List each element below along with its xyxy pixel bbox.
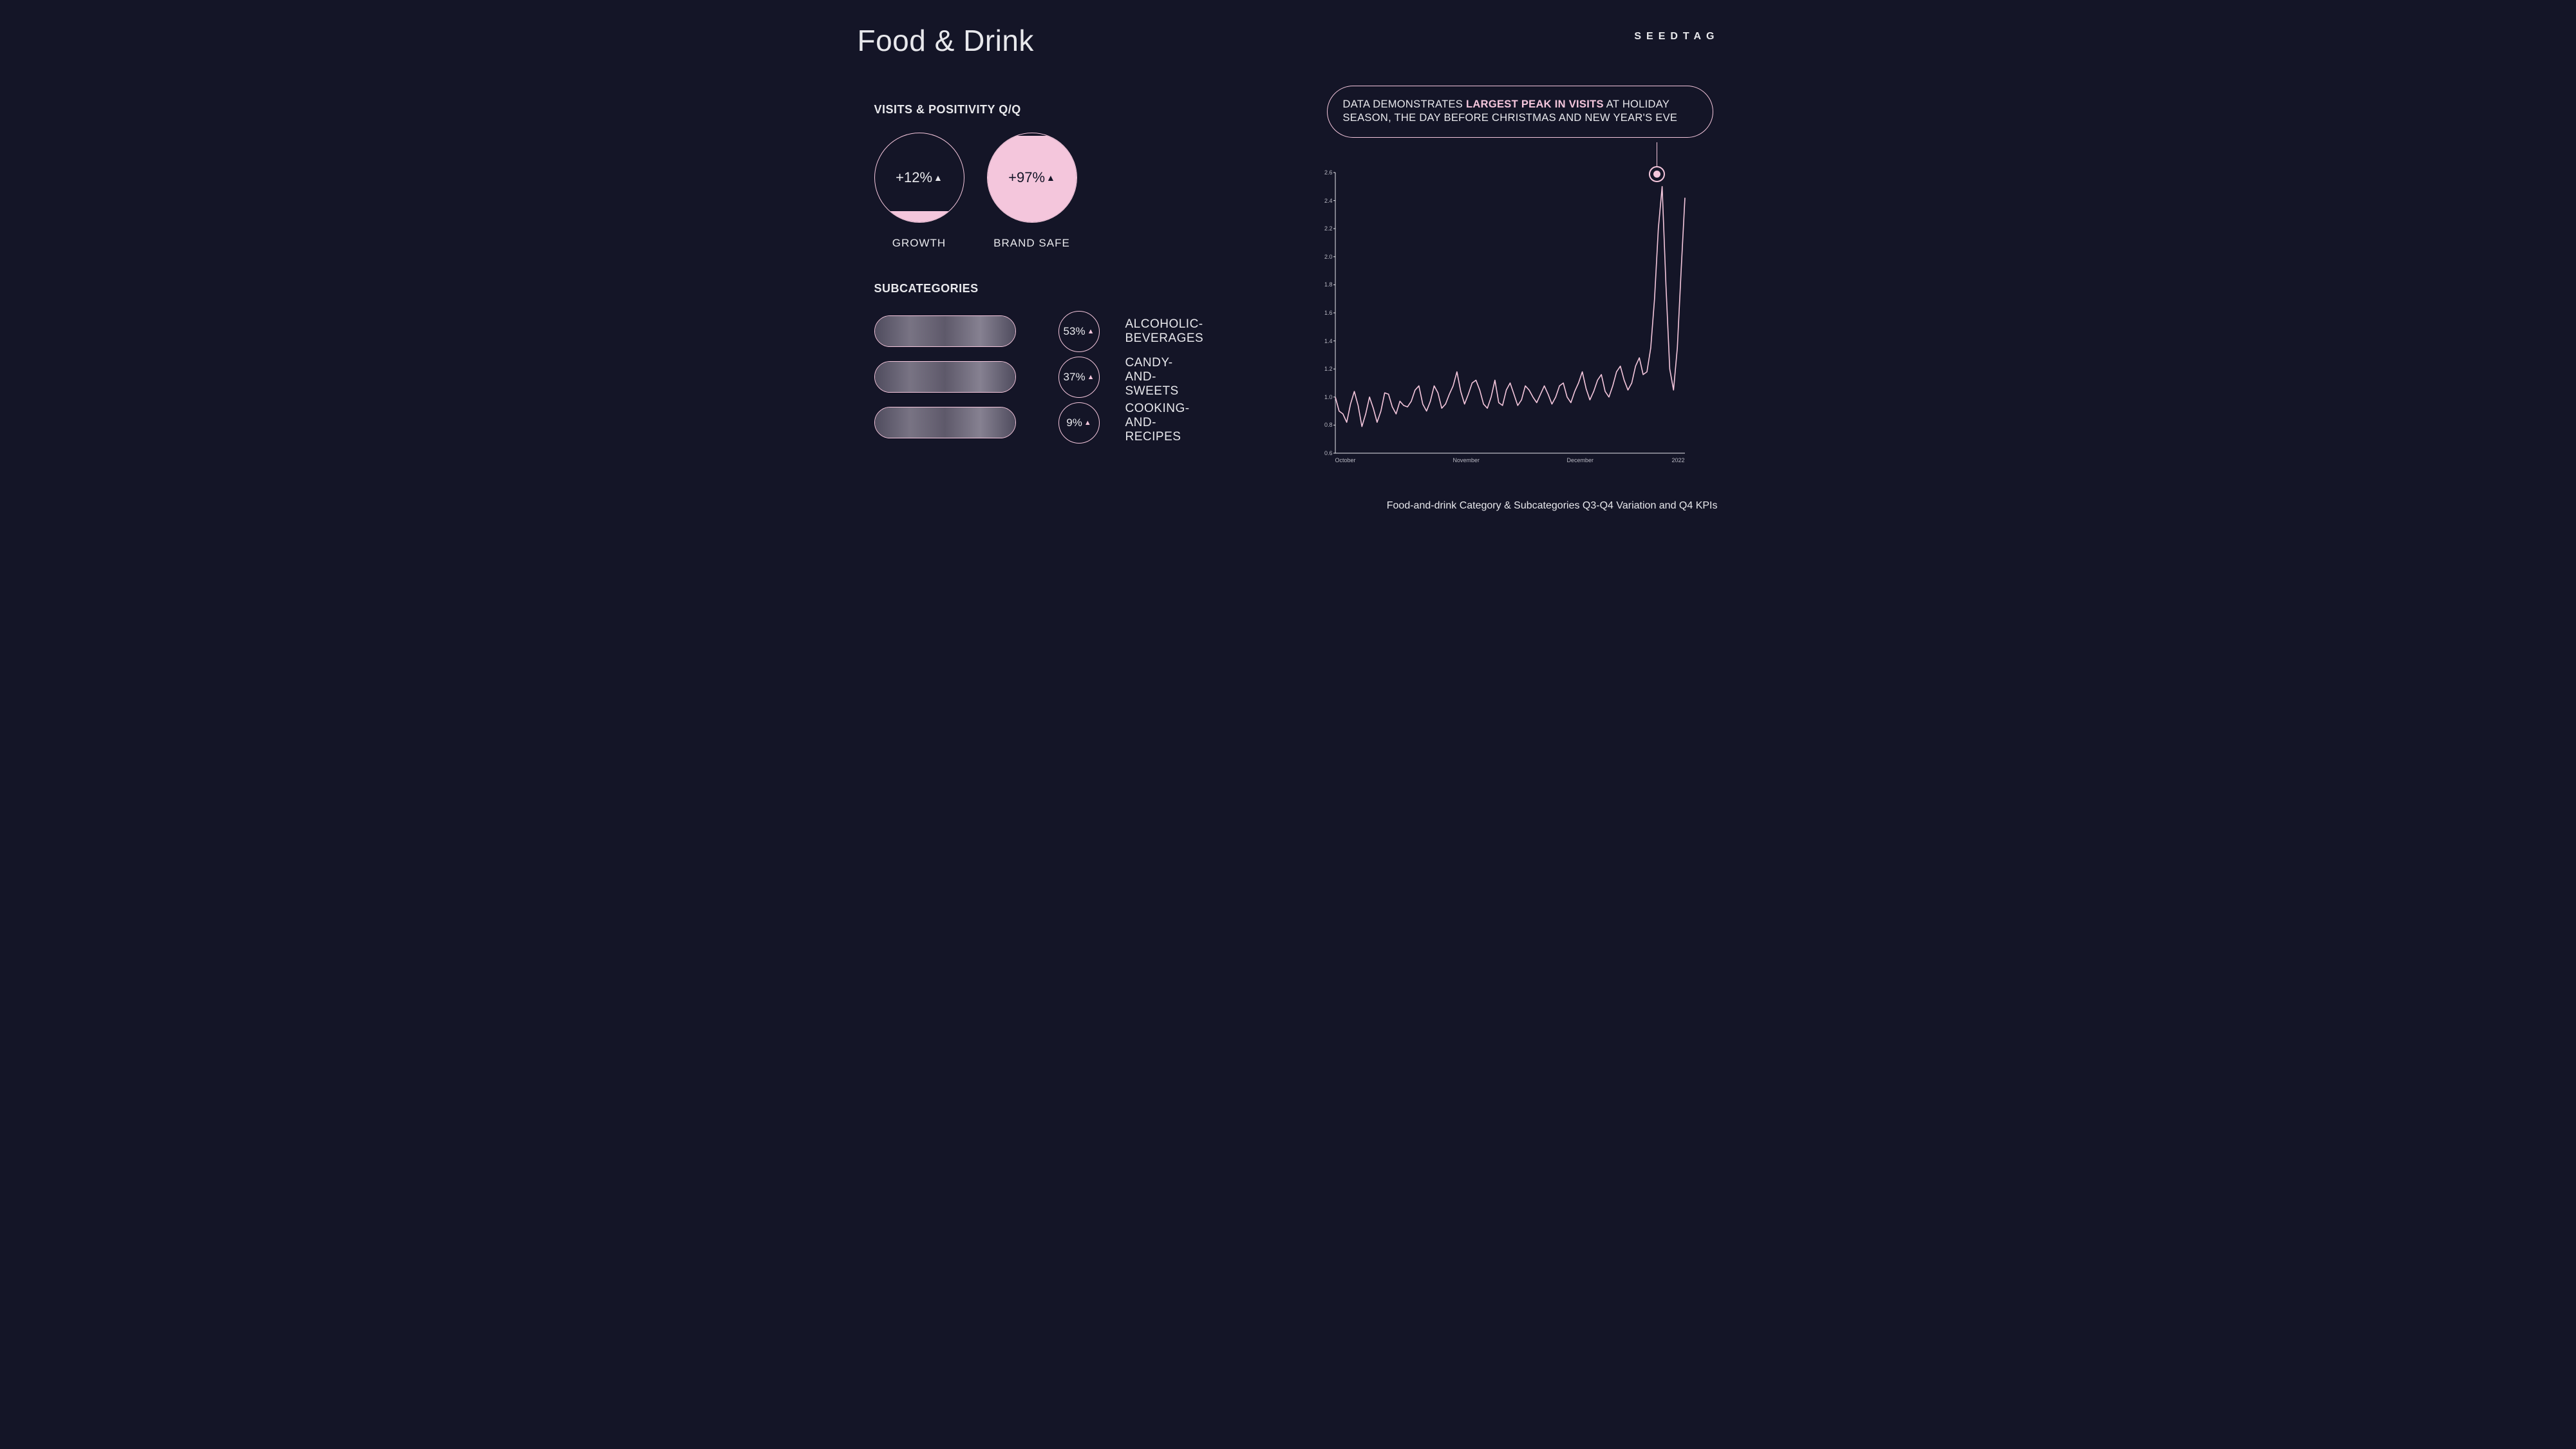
kpi-value: +12%▲ <box>875 133 964 222</box>
up-arrow-icon: ▲ <box>1087 373 1095 381</box>
subcategory-pill <box>874 361 1016 393</box>
callout-emphasis: LARGEST PEAK IN VISITS <box>1466 98 1604 110</box>
up-arrow-icon: ▲ <box>934 173 943 183</box>
visits-heading: VISITS & POSITIVITY Q/Q <box>874 103 1021 117</box>
up-arrow-icon: ▲ <box>1087 328 1095 335</box>
kpi-value: +97%▲ <box>988 133 1076 222</box>
pill-image <box>875 316 1015 346</box>
brand-logo: SEEDTAG <box>1634 31 1719 42</box>
subcategory-badge: 9%▲ <box>1058 402 1100 444</box>
subcategory-row: 9%▲ COOKING-AND-RECIPES <box>874 407 1016 438</box>
subcategory-pill <box>874 315 1016 347</box>
page-title: Food & Drink <box>858 23 1034 58</box>
chart-svg <box>1317 170 1688 466</box>
subcategory-pill <box>874 407 1016 438</box>
subcategory-row: 37%▲ CANDY-AND-SWEETS <box>874 361 1016 393</box>
subcategory-badge: 37%▲ <box>1058 357 1100 398</box>
subcategory-badge: 53%▲ <box>1058 311 1100 352</box>
callout-bubble: DATA DEMONSTRATES LARGEST PEAK IN VISITS… <box>1327 86 1713 138</box>
kpi-brandsafe: +97%▲ BRAND SAFE <box>987 133 1077 250</box>
footer-caption: Food-and-drink Category & Subcategories … <box>1387 500 1718 512</box>
pill-image <box>875 362 1015 392</box>
up-arrow-icon: ▲ <box>1084 419 1091 427</box>
up-arrow-icon: ▲ <box>1046 173 1055 183</box>
subcategory-label: CANDY-AND-SWEETS <box>1125 356 1179 398</box>
kpi-label: GROWTH <box>874 237 964 250</box>
subcategory-label: ALCOHOLIC-BEVERAGES <box>1125 317 1204 346</box>
kpi-label: BRAND SAFE <box>987 237 1077 250</box>
kpi-circle: +97%▲ <box>987 133 1077 223</box>
line-chart: 0.60.81.01.21.41.61.82.02.22.42.6October… <box>1317 170 1688 466</box>
slide: Food & Drink SEEDTAG VISITS & POSITIVITY… <box>812 0 1765 536</box>
kpi-growth: +12%▲ GROWTH <box>874 133 964 250</box>
subcategory-label: COOKING-AND-RECIPES <box>1125 402 1190 444</box>
kpi-circle: +12%▲ <box>874 133 964 223</box>
subcategory-row: 53%▲ ALCOHOLIC-BEVERAGES <box>874 315 1016 347</box>
subcategories-heading: SUBCATEGORIES <box>874 282 979 295</box>
pill-image <box>875 407 1015 438</box>
